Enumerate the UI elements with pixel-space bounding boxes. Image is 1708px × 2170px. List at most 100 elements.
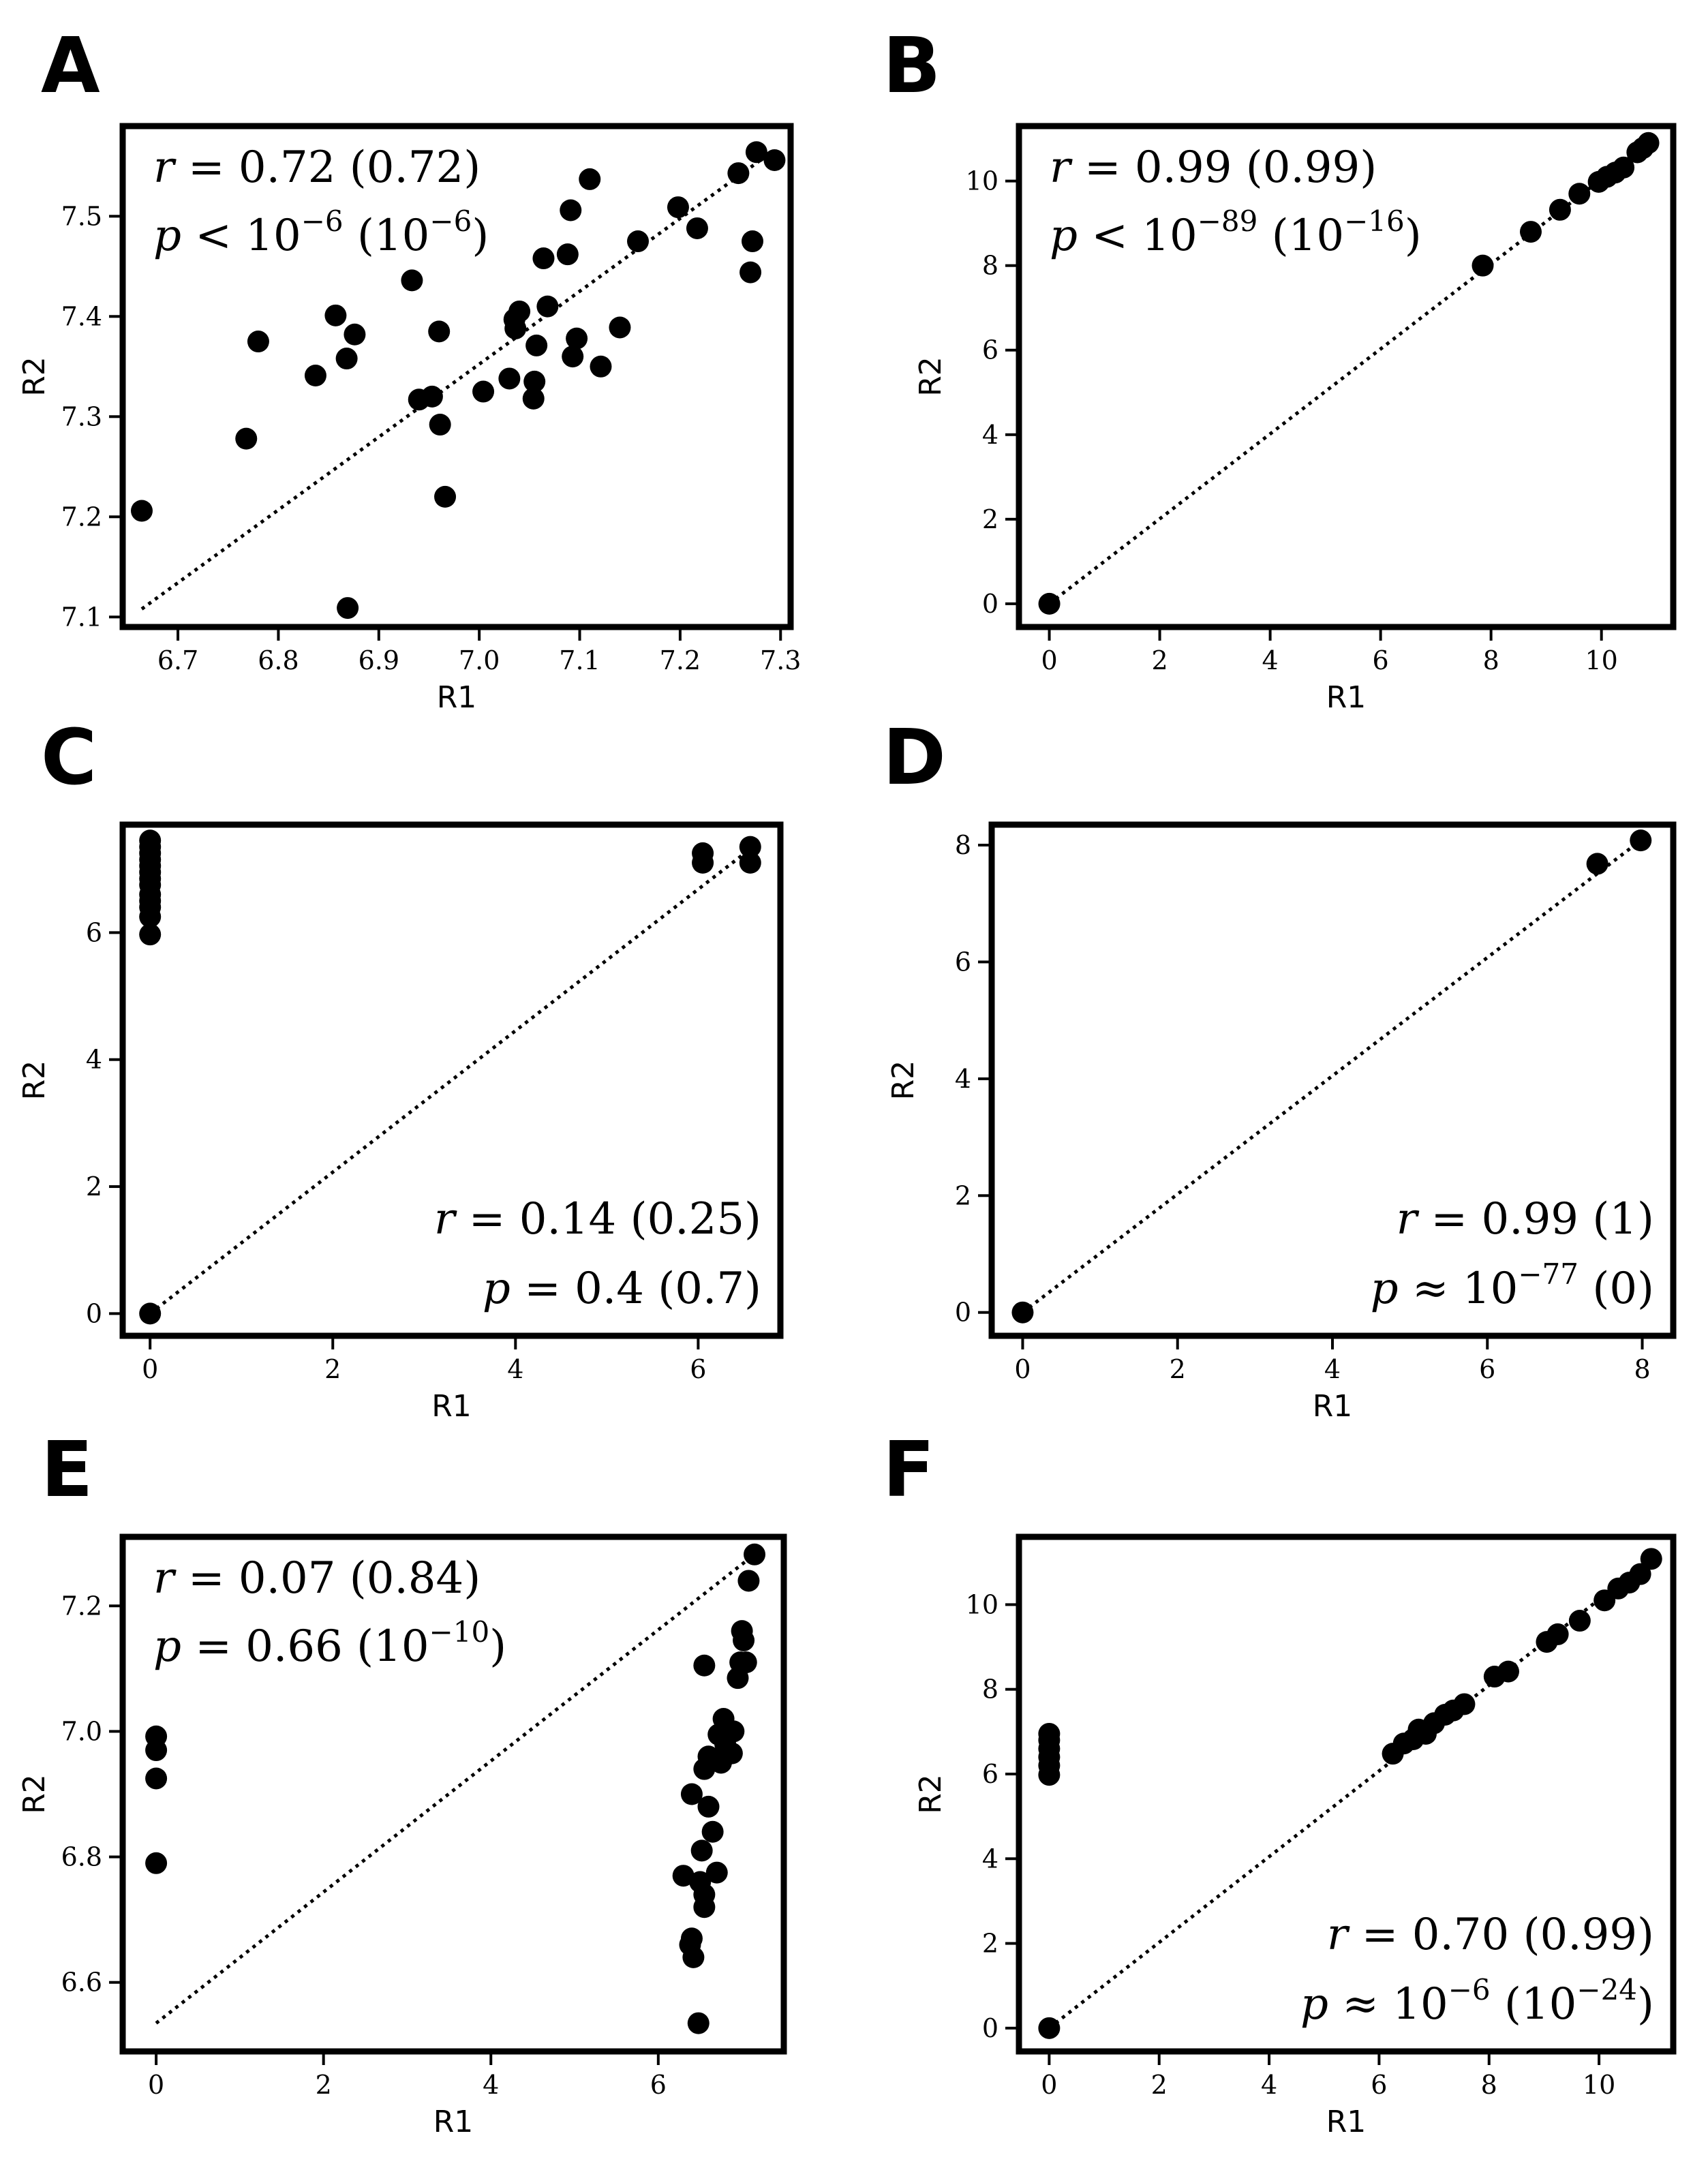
panel-e-x-tick-label: 6 bbox=[650, 2070, 667, 2100]
panel-b-fit-line bbox=[1048, 141, 1650, 605]
panel-e-data-point bbox=[737, 1570, 760, 1592]
panel-a-data-point bbox=[344, 323, 366, 346]
panel-a-data-point bbox=[508, 300, 531, 322]
panel-d-y-tick-label: 0 bbox=[955, 1298, 971, 1328]
panel-d-x-axis-label: R1 bbox=[1313, 1389, 1353, 1424]
panel-b-x-tick-label: 4 bbox=[1262, 645, 1279, 675]
panel-e-data-point bbox=[145, 1852, 168, 1874]
panel-a-x-tick-label: 7.2 bbox=[660, 645, 701, 675]
panel-a-data-point bbox=[627, 230, 649, 253]
panel-e-letter: E bbox=[41, 1426, 93, 1514]
panel-f-x-tick-label: 8 bbox=[1481, 2070, 1497, 2100]
panel-b-y-tick-label: 0 bbox=[982, 589, 998, 619]
panel-f-data-point bbox=[1546, 1623, 1569, 1645]
panel-c-stat-r: r = 0.14 (0.25) bbox=[434, 1194, 761, 1244]
panel-b-data-point bbox=[1471, 254, 1494, 277]
panel-e-stat-p: p = 0.66 (10−10) bbox=[153, 1615, 506, 1672]
panel-e-data-point bbox=[693, 1883, 716, 1906]
panel-b-letter: B bbox=[883, 22, 941, 110]
panel-d-x-tick-label: 2 bbox=[1170, 1354, 1186, 1384]
panel-e-data-point bbox=[690, 1839, 713, 1862]
panel-f-plot-frame bbox=[1016, 1533, 1677, 2055]
panel-f: F 0 2 4 6 8 10 0 2 4 6 8 10 R1 R2 r = 0.70 (0.99) p ≈ 10… bbox=[883, 1426, 1677, 2139]
panel-a-y-tick-label: 7.4 bbox=[61, 301, 102, 331]
panel-a-data-point bbox=[401, 269, 423, 292]
panel-b-x-tick-label: 2 bbox=[1151, 645, 1168, 675]
panel-a-x-tick-label: 7.1 bbox=[559, 645, 600, 675]
panel-e-y-tick-label: 7.0 bbox=[61, 1716, 102, 1746]
panel-b: B 0 2 4 6 8 10 0 2 4 6 8 10 R1 R2 r = 0.99 (0.99) p < 10… bbox=[883, 22, 1677, 715]
panel-d-y-tick-label: 2 bbox=[955, 1180, 971, 1210]
panel-c: C 0 2 4 6 0 2 4 6 R1 R2 r = 0.14 (0.25) p = 0.4 (0.7… bbox=[17, 714, 784, 1424]
panel-f-data-point bbox=[1453, 1693, 1476, 1715]
panel-b-x-axis-label: R1 bbox=[1326, 680, 1367, 715]
panel-a-x-axis-label: R1 bbox=[437, 680, 477, 715]
panel-c-letter: C bbox=[41, 714, 97, 802]
panel-f-data-point bbox=[1497, 1660, 1519, 1683]
panel-c-data-point bbox=[139, 829, 162, 852]
panel-f-stat-r: r = 0.70 (0.99) bbox=[1327, 1910, 1654, 1960]
panel-a-x-tick-label: 6.9 bbox=[359, 645, 399, 675]
panel-f-data-point bbox=[1568, 1610, 1591, 1632]
panel-a-data-point bbox=[739, 261, 762, 284]
panel-a-data-point bbox=[562, 346, 584, 368]
panel-a-data-point bbox=[131, 500, 153, 522]
panel-c-x-tick-label: 2 bbox=[324, 1354, 341, 1384]
panel-a-letter: A bbox=[41, 22, 100, 110]
panel-a-data-point bbox=[324, 304, 347, 326]
panel-a-data-point bbox=[335, 348, 358, 370]
panel-b-data-point bbox=[1613, 156, 1635, 179]
panel-e-y-tick-label: 6.8 bbox=[61, 1842, 102, 1872]
panel-b-data-point bbox=[1038, 592, 1061, 615]
panel-a-data-point bbox=[498, 367, 521, 390]
panel-d-data-point bbox=[1586, 853, 1608, 875]
panel-d: D 0 2 4 6 8 0 2 4 6 8 R1 R2 r = 0.99 (1) p ≈ 10−77 (0) bbox=[883, 714, 1677, 1424]
panel-a-data-point bbox=[525, 334, 548, 356]
panel-b-stat-r: r = 0.99 (0.99) bbox=[1050, 142, 1377, 193]
panel-f-y-tick-label: 0 bbox=[982, 2013, 998, 2043]
panel-d-x-tick-label: 0 bbox=[1014, 1354, 1031, 1384]
panel-d-y-tick-label: 6 bbox=[955, 947, 971, 977]
panel-d-fit-line bbox=[1021, 839, 1642, 1314]
panel-f-x-tick-label: 2 bbox=[1151, 2070, 1168, 2100]
panel-e-data-point bbox=[705, 1861, 728, 1884]
panel-f-stat-p: p ≈ 10−6 (10−24) bbox=[1300, 1973, 1654, 2030]
panel-e-data-point bbox=[682, 1946, 705, 1968]
panel-b-data-point bbox=[1568, 183, 1591, 205]
panel-c-x-tick-label: 6 bbox=[690, 1354, 706, 1384]
panel-e-stat-r: r = 0.07 (0.84) bbox=[153, 1553, 481, 1604]
panel-a-data-point bbox=[472, 380, 495, 403]
panel-e-y-tick-label: 7.2 bbox=[61, 1591, 102, 1621]
panel-d-data-point bbox=[1630, 829, 1652, 852]
panel-a-y-tick-label: 7.1 bbox=[61, 602, 102, 632]
panel-e-x-tick-label: 4 bbox=[483, 2070, 499, 2100]
panel-a-y-axis-label: R2 bbox=[17, 356, 52, 397]
panel-c-data-point bbox=[739, 851, 761, 874]
panel-b-data-point bbox=[1637, 132, 1660, 154]
panel-d-plot-frame bbox=[988, 821, 1677, 1339]
panel-a-data-point bbox=[428, 320, 451, 343]
panel-a-y-tick-label: 7.3 bbox=[61, 401, 102, 431]
panel-e-data-point bbox=[697, 1795, 720, 1818]
panel-f-y-tick-label: 2 bbox=[982, 1929, 998, 1959]
panel-a-data-point bbox=[532, 247, 555, 270]
panel-a-data-point bbox=[247, 331, 269, 353]
panel-c-y-tick-label: 2 bbox=[86, 1172, 102, 1202]
panel-e-x-tick-label: 0 bbox=[148, 2070, 164, 2100]
panel-b-x-tick-label: 6 bbox=[1373, 645, 1389, 675]
panel-a-data-point bbox=[504, 317, 527, 339]
panel-c-y-tick-label: 6 bbox=[86, 917, 102, 947]
panel-a-data-point bbox=[523, 370, 546, 393]
panel-f-y-tick-label: 6 bbox=[982, 1759, 998, 1789]
panel-a-data-point bbox=[560, 199, 582, 221]
panel-e-data-point bbox=[672, 1865, 695, 1887]
panel-f-y-tick-label: 4 bbox=[982, 1844, 998, 1874]
panel-a-y-tick-label: 7.5 bbox=[61, 201, 102, 231]
panel-a-data-point bbox=[556, 243, 579, 266]
panel-c-data-point bbox=[139, 923, 162, 946]
panel-c-plot-frame bbox=[119, 821, 784, 1339]
panel-e: E 0 2 4 6 6.6 6.8 7.0 7.2 R1 R2 r = 0.07 (0.84) p = … bbox=[17, 1426, 787, 2139]
panel-a-plot-frame bbox=[119, 123, 794, 630]
panel-a-y-tick-label: 7.2 bbox=[61, 502, 102, 532]
